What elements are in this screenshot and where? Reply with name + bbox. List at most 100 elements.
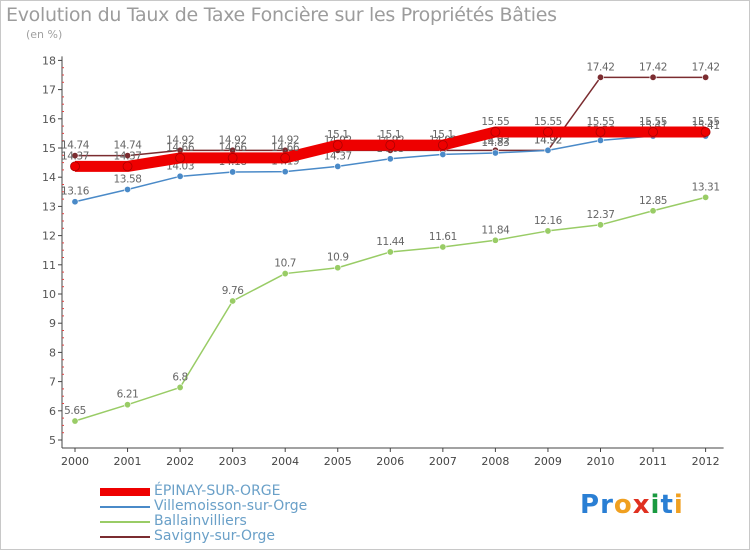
- x-tick-label: 2005: [324, 455, 352, 468]
- data-point-pinay-sur-orge: [648, 127, 658, 137]
- data-point-ballainvilliers: [596, 221, 604, 229]
- y-tick-label: 7: [49, 376, 56, 389]
- y-tick-label: 9: [49, 317, 56, 330]
- data-label-pinay-sur-orge: 15.1: [379, 129, 401, 141]
- data-label-ballainvilliers: 11.61: [429, 231, 457, 243]
- data-point-savigny-sur-orge: [71, 152, 79, 160]
- data-point-pinay-sur-orge: [280, 153, 291, 163]
- data-label-ballainvilliers: 12.16: [534, 215, 563, 227]
- data-label-pinay-sur-orge: 15.1: [327, 129, 349, 141]
- data-label-ballainvilliers: 10.7: [274, 258, 296, 270]
- legend-item-ballainvilliers: Ballainvilliers: [100, 513, 360, 530]
- data-point-villemoisson-sur-orge: [281, 168, 289, 176]
- data-point-pinay-sur-orge: [227, 153, 238, 163]
- y-tick-label: 15: [42, 142, 56, 155]
- data-label-villemoisson-sur-orge: 14.37: [324, 150, 352, 162]
- x-tick-label: 2011: [639, 455, 667, 468]
- data-label-villemoisson-sur-orge: 13.16: [61, 186, 90, 198]
- data-label-ballainvilliers: 11.84: [481, 224, 510, 236]
- data-label-ballainvilliers: 10.9: [327, 252, 349, 264]
- legend-swatch-savigny: [100, 536, 150, 538]
- data-label-ballainvilliers: 12.85: [639, 195, 667, 207]
- data-point-villemoisson-sur-orge: [439, 150, 447, 158]
- data-point-ballainvilliers: [491, 236, 499, 244]
- x-tick-label: 2000: [61, 455, 89, 468]
- data-label-savigny-sur-orge: 14.92: [271, 134, 299, 146]
- data-point-ballainvilliers: [176, 383, 184, 391]
- x-tick-label: 2007: [429, 455, 457, 468]
- logo-letter: o: [613, 490, 633, 520]
- data-label-pinay-sur-orge: 14.66: [271, 142, 300, 154]
- legend-label-savigny: Savigny-sur-Orge: [154, 528, 275, 544]
- y-tick-label: 16: [42, 113, 56, 126]
- logo-letter: x: [632, 490, 651, 520]
- data-point-ballainvilliers: [544, 227, 552, 235]
- data-point-villemoisson-sur-orge: [596, 136, 604, 144]
- logo-letter: i: [673, 490, 684, 520]
- x-tick-label: 2003: [219, 455, 247, 468]
- data-label-pinay-sur-orge: 15.55: [692, 116, 720, 128]
- data-label-ballainvilliers: 5.65: [64, 405, 86, 417]
- data-point-pinay-sur-orge: [543, 127, 553, 137]
- data-label-pinay-sur-orge: 15.55: [481, 116, 509, 128]
- data-point-ballainvilliers: [334, 264, 342, 272]
- data-label-pinay-sur-orge: 15.55: [586, 116, 614, 128]
- data-label-ballainvilliers: 11.44: [376, 236, 405, 248]
- data-point-ballainvilliers: [649, 207, 657, 215]
- x-tick-label: 2002: [166, 455, 194, 468]
- data-label-savigny-sur-orge: 17.42: [586, 61, 614, 73]
- data-point-villemoisson-sur-orge: [124, 185, 132, 193]
- data-point-pinay-sur-orge: [437, 140, 448, 150]
- x-tick-label: 2010: [587, 455, 615, 468]
- x-tick-label: 2006: [376, 455, 404, 468]
- data-label-savigny-sur-orge: 17.42: [639, 61, 667, 73]
- data-label-pinay-sur-orge: 15.55: [639, 116, 667, 128]
- data-label-ballainvilliers: 9.76: [222, 285, 244, 297]
- data-label-savigny-sur-orge: 17.42: [692, 61, 720, 73]
- data-label-pinay-sur-orge: 14.66: [219, 142, 248, 154]
- data-point-pinay-sur-orge: [385, 140, 396, 150]
- legend-swatch-villemoisson: [100, 506, 150, 508]
- y-tick-label: 18: [42, 54, 56, 67]
- x-tick-label: 2012: [692, 455, 720, 468]
- data-label-pinay-sur-orge: 15.55: [534, 116, 562, 128]
- proxiti-logo: Proxiti: [580, 490, 684, 520]
- data-label-savigny-sur-orge: 14.92: [166, 134, 194, 146]
- data-point-ballainvilliers: [386, 248, 394, 256]
- x-tick-label: 2004: [271, 455, 299, 468]
- logo-letter: t: [660, 490, 674, 520]
- data-point-savigny-sur-orge: [702, 73, 710, 81]
- data-label-ballainvilliers: 6.21: [117, 389, 139, 401]
- data-point-savigny-sur-orge: [124, 152, 132, 160]
- data-point-villemoisson-sur-orge: [71, 198, 79, 206]
- logo-letter: i: [650, 490, 661, 520]
- y-tick-label: 12: [42, 230, 56, 243]
- x-tick-label: 2001: [114, 455, 142, 468]
- data-point-pinay-sur-orge: [332, 140, 343, 150]
- chart-title: Evolution du Taux de Taxe Foncière sur l…: [6, 4, 557, 26]
- data-point-ballainvilliers: [124, 401, 132, 409]
- data-point-pinay-sur-orge: [122, 161, 133, 172]
- y-tick-label: 10: [42, 288, 56, 301]
- legend-item-savigny: Savigny-sur-Orge: [100, 528, 360, 545]
- data-point-villemoisson-sur-orge: [334, 162, 342, 170]
- y-tick-label: 5: [49, 434, 56, 447]
- data-point-pinay-sur-orge: [490, 127, 501, 137]
- legend-label-epinay: ÉPINAY-SUR-ORGE: [154, 483, 281, 499]
- data-label-savigny-sur-orge: 14.74: [61, 140, 90, 152]
- data-point-savigny-sur-orge: [649, 73, 657, 81]
- data-point-ballainvilliers: [439, 243, 447, 251]
- y-tick-label: 6: [49, 405, 56, 418]
- data-point-ballainvilliers: [281, 270, 289, 278]
- data-label-ballainvilliers: 6.8: [172, 371, 188, 383]
- data-label-ballainvilliers: 13.31: [692, 181, 720, 193]
- data-point-villemoisson-sur-orge: [544, 146, 552, 154]
- data-label-ballainvilliers: 12.37: [586, 209, 614, 221]
- data-label-pinay-sur-orge: 14.37: [61, 150, 89, 162]
- data-point-pinay-sur-orge: [175, 153, 186, 163]
- legend-item-villemoisson: Villemoisson-sur-Orge: [100, 498, 360, 515]
- data-point-ballainvilliers: [71, 417, 79, 425]
- legend-item-epinay: ÉPINAY-SUR-ORGE: [100, 483, 360, 500]
- x-tick-label: 2009: [534, 455, 562, 468]
